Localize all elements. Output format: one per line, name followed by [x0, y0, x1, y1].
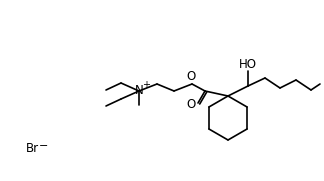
Text: N: N	[135, 85, 144, 98]
Text: +: +	[142, 80, 150, 90]
Text: O: O	[186, 98, 196, 110]
Text: HO: HO	[239, 58, 257, 71]
Text: Br: Br	[26, 142, 39, 155]
Text: O: O	[186, 71, 196, 83]
Text: −: −	[39, 141, 49, 151]
